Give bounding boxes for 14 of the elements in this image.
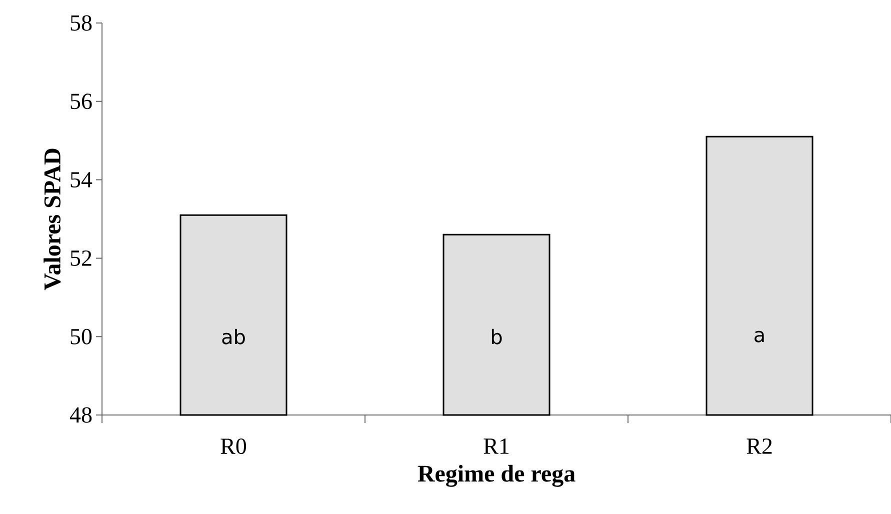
y-tick-label: 48 xyxy=(70,407,92,423)
annotation: ab xyxy=(222,328,245,344)
annotation: b xyxy=(492,328,502,344)
y-tick-label: 54 xyxy=(70,172,92,188)
x-tick-label: R1 xyxy=(484,438,509,454)
y-tick-label: 52 xyxy=(70,250,92,266)
annotation: a xyxy=(754,330,764,342)
x-axis-title: Regime de rega xyxy=(418,464,576,487)
y-tick-label: 50 xyxy=(70,328,92,344)
x-tick-label: R0 xyxy=(220,438,246,454)
y-axis-title: Valores SPAD xyxy=(44,148,61,290)
y-tick-label: 56 xyxy=(70,94,92,110)
y-tick-label: 58 xyxy=(70,15,92,31)
x-tick-label: R2 xyxy=(746,438,772,454)
